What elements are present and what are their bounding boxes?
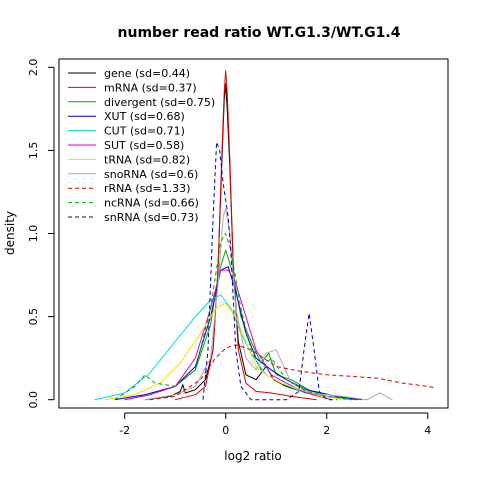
legend-label: mRNA (sd=0.37) (104, 81, 197, 94)
x-axis-label: log2 ratio (224, 449, 281, 463)
legend-label: divergent (sd=0.75) (104, 96, 215, 109)
legend-label: gene (sd=0.44) (104, 67, 190, 80)
x-tick-label: -2 (119, 424, 130, 437)
series-line-8 (149, 344, 436, 401)
series-line-1 (175, 70, 317, 401)
plot-frame (58, 58, 449, 409)
legend-label: XUT (sd=0.68) (104, 110, 185, 123)
legend-label: snoRNA (sd=0.6) (104, 168, 198, 181)
series-line-10 (202, 141, 337, 401)
series-line-0 (144, 83, 358, 401)
y-axis-label: density (3, 211, 17, 255)
y-axis: 0.0 0.5 1.0 1.5 2.0 (27, 59, 55, 409)
x-axis: -2 0 2 4 (119, 412, 431, 437)
y-tick-label: 1.0 (27, 225, 40, 243)
x-tick-label: 2 (323, 424, 330, 437)
legend-label: CUT (sd=0.71) (104, 125, 185, 138)
x-tick-label: 0 (222, 424, 229, 437)
legend-label: SUT (sd=0.58) (104, 139, 184, 152)
y-tick-label: 0.0 (27, 391, 40, 409)
y-tick-label: 0.5 (27, 308, 40, 326)
legend-label: tRNA (sd=0.82) (104, 153, 190, 166)
x-tick-label: 4 (424, 424, 431, 437)
legend-label: ncRNA (sd=0.66) (104, 197, 199, 210)
series-line-9 (114, 233, 353, 401)
y-tick-label: 1.5 (27, 142, 40, 160)
legend: gene (sd=0.44)mRNA (sd=0.37) divergent (s… (68, 67, 215, 224)
series-line-4 (94, 294, 353, 401)
series-line-7 (144, 208, 393, 401)
legend-label: rRNA (sd=1.33) (104, 182, 190, 195)
chart-title: number read ratio WT.G1.3/WT.G1.4 (118, 25, 401, 41)
y-tick-label: 2.0 (27, 59, 40, 77)
series-line-3 (114, 266, 363, 401)
series-line-2 (124, 249, 358, 401)
series-layer (94, 70, 436, 401)
legend-label: snRNA (sd=0.73) (104, 211, 199, 224)
series-line-6 (104, 302, 348, 401)
